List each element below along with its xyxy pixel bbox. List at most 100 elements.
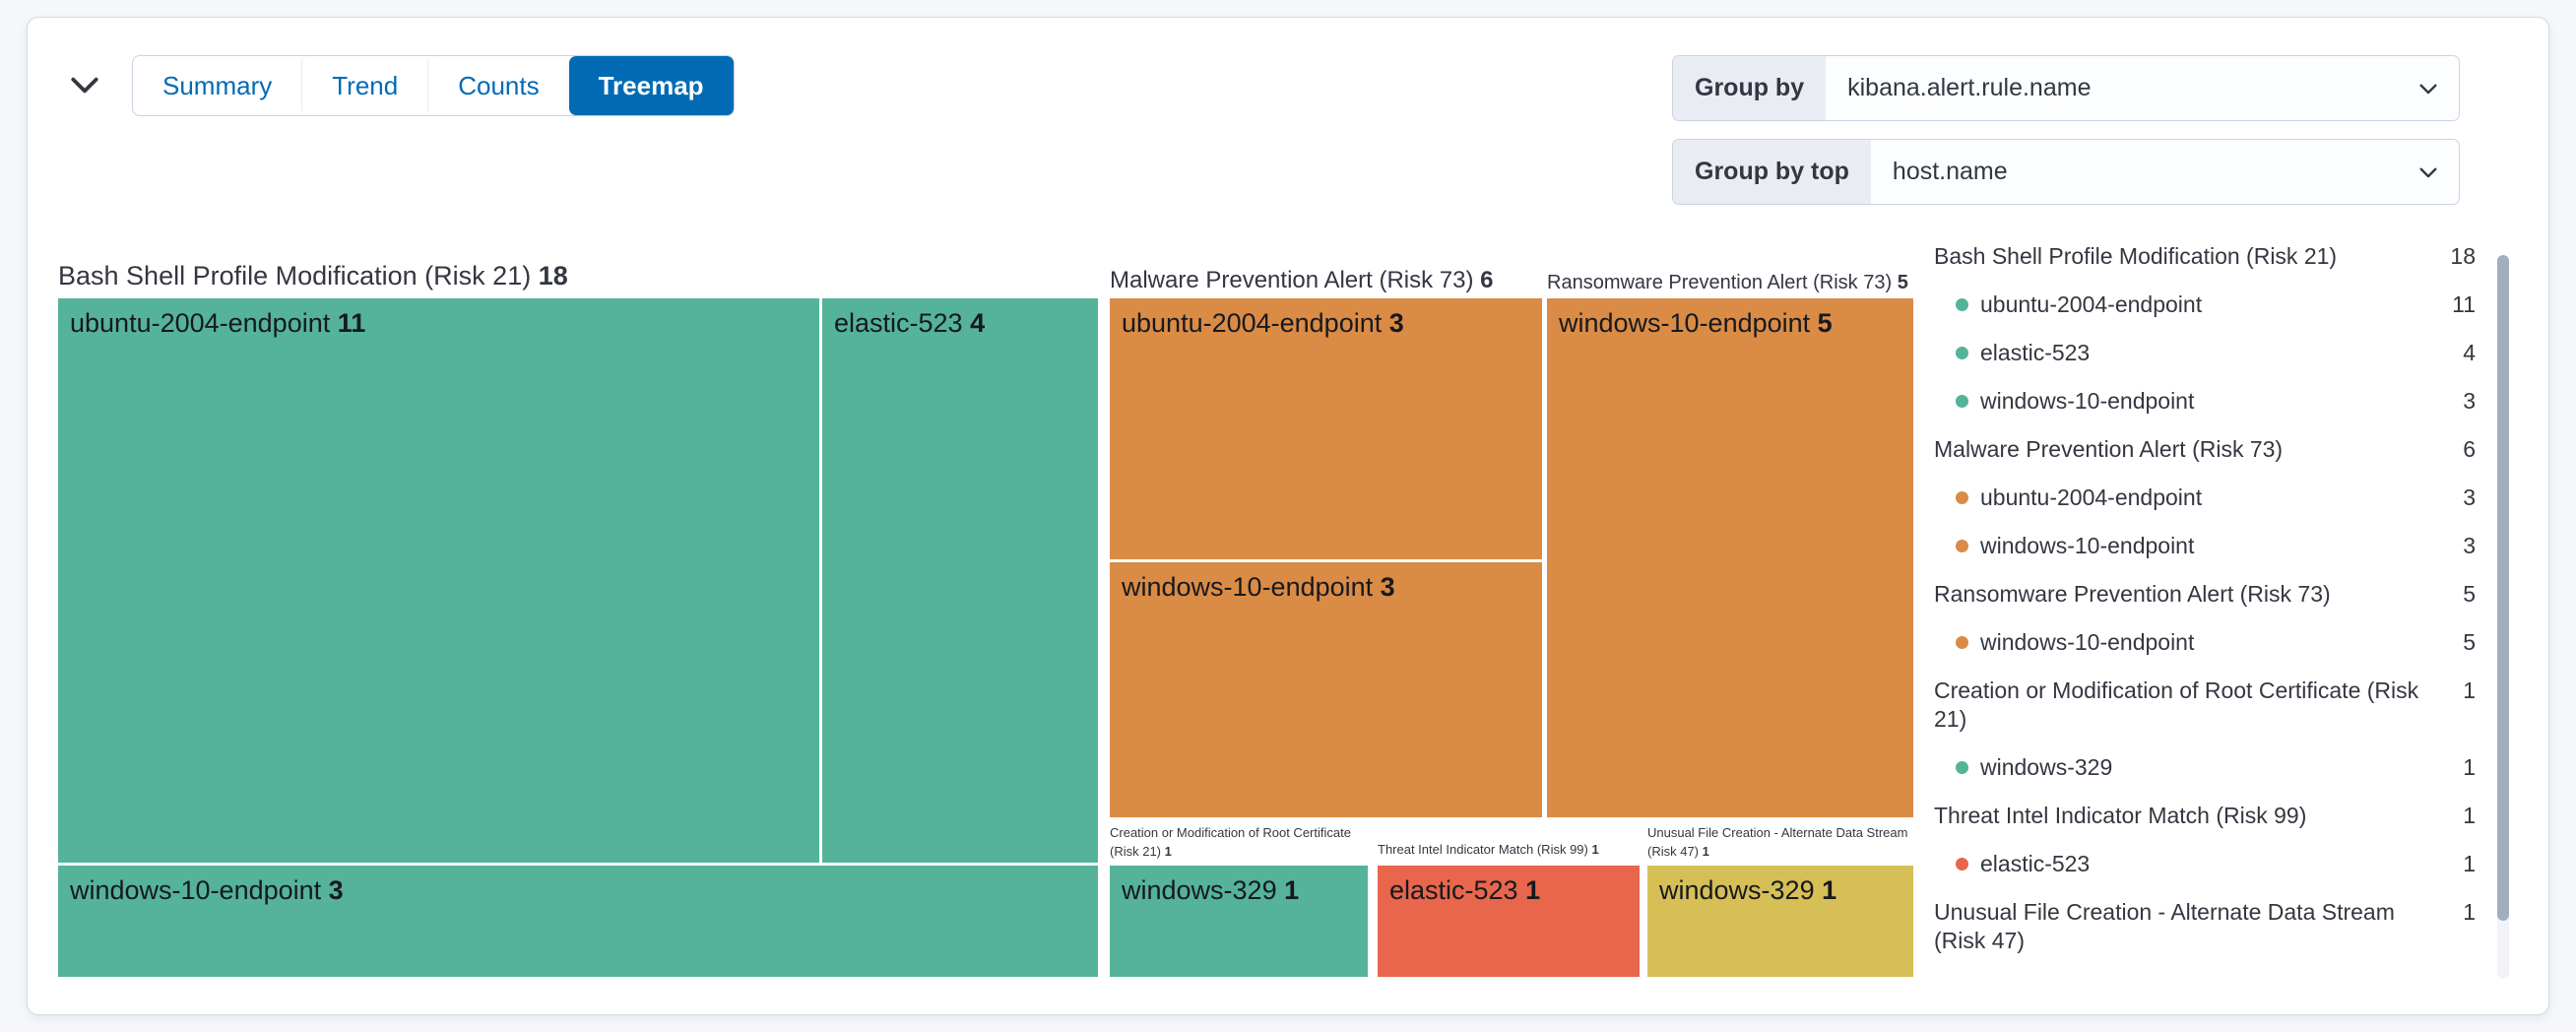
treemap-tile[interactable]: elastic-523 4 [822, 298, 1098, 863]
legend-color-dot [1956, 347, 1968, 359]
legend-item-row[interactable]: windows-10-endpoint 3 [1934, 377, 2476, 425]
treemap-chart: Bash Shell Profile Modification (Risk 21… [58, 255, 1913, 979]
treemap-tile[interactable]: windows-329 1 [1647, 866, 1913, 977]
legend-item-row[interactable]: windows-10-endpoint 5 [1934, 618, 2476, 667]
legend-group-count: 6 [2463, 436, 2476, 462]
group-header-count: 1 [1702, 843, 1709, 859]
legend-item-label: elastic-523 [1980, 340, 2091, 365]
legend-item-count: 11 [2452, 291, 2476, 317]
legend-item-count: 5 [2463, 629, 2476, 655]
legend-group-row[interactable]: Creation or Modification of Root Certifi… [1934, 667, 2476, 743]
group-by-top-value: host.name [1892, 158, 2008, 185]
legend-item-row[interactable]: windows-10-endpoint 3 [1934, 522, 2476, 570]
legend-color-dot [1956, 761, 1968, 774]
treemap-group-header: Malware Prevention Alert (Risk 73) 6 [1110, 267, 1494, 294]
tile-value: 11 [337, 308, 366, 338]
tab-trend[interactable]: Trend [301, 56, 427, 115]
legend-item-count: 4 [2463, 340, 2476, 365]
legend-item-count: 1 [2463, 851, 2476, 876]
group-by-select[interactable]: Group by kibana.alert.rule.name [1672, 55, 2460, 121]
group-header-count: 5 [1897, 272, 1908, 293]
treemap-tile[interactable]: elastic-523 1 [1378, 866, 1640, 977]
legend-group-count: 5 [2463, 581, 2476, 607]
legend-item-count: 3 [2463, 388, 2476, 414]
group-header-label: Creation or Modification of Root Certifi… [1110, 825, 1351, 859]
legend-color-dot [1956, 540, 1968, 552]
legend-item-row[interactable]: elastic-523 1 [1934, 840, 2476, 888]
tab-summary[interactable]: Summary [133, 56, 301, 115]
legend-color-dot [1956, 491, 1968, 504]
treemap-tile[interactable]: ubuntu-2004-endpoint 11 [58, 298, 819, 863]
group-header-count: 1 [1591, 842, 1599, 857]
tile-label: windows-10-endpoint [70, 875, 322, 905]
group-header-count: 18 [538, 261, 568, 290]
legend-item-label: windows-10-endpoint [1980, 388, 2195, 414]
group-header-label: Bash Shell Profile Modification (Risk 21… [58, 261, 532, 290]
treemap-group-header: Threat Intel Indicator Match (Risk 99) 1 [1378, 842, 1599, 857]
legend-group-count: 1 [2463, 677, 2476, 703]
tile-label: ubuntu-2004-endpoint [70, 308, 331, 338]
legend-group-row[interactable]: Threat Intel Indicator Match (Risk 99) 1 [1934, 792, 2476, 840]
group-header-label: Ransomware Prevention Alert (Risk 73) [1547, 272, 1893, 293]
tab-counts[interactable]: Counts [427, 56, 568, 115]
legend-group-label: Malware Prevention Alert (Risk 73) [1934, 436, 2284, 462]
tile-label: windows-10-endpoint [1559, 308, 1811, 338]
tile-label: windows-329 [1122, 875, 1277, 905]
legend-item-row[interactable]: ubuntu-2004-endpoint 3 [1934, 474, 2476, 522]
legend-item-count: 1 [2463, 754, 2476, 780]
legend-scrollbar [2497, 255, 2509, 979]
legend-group-row[interactable]: Ransomware Prevention Alert (Risk 73) 5 [1934, 570, 2476, 618]
legend-color-dot [1956, 858, 1968, 871]
tile-value: 3 [1380, 572, 1395, 602]
legend-color-dot [1956, 636, 1968, 649]
treemap-group-header: Unusual File Creation - Alternate Data S… [1647, 824, 1915, 862]
legend-group-label: Bash Shell Profile Modification (Risk 21… [1934, 243, 2338, 269]
treemap-tile[interactable]: windows-10-endpoint 3 [1110, 562, 1542, 817]
legend-group-count: 1 [2463, 803, 2476, 828]
legend-group-label: Unusual File Creation - Alternate Data S… [1934, 899, 2395, 953]
legend-group-count: 18 [2450, 243, 2476, 269]
treemap-tile[interactable]: windows-10-endpoint 3 [58, 866, 1098, 977]
group-by-top-select[interactable]: Group by top host.name [1672, 139, 2460, 205]
group-header-label: Threat Intel Indicator Match (Risk 99) [1378, 842, 1588, 857]
chevron-down-icon [2415, 56, 2459, 120]
legend-group-row[interactable]: Unusual File Creation - Alternate Data S… [1934, 888, 2476, 965]
legend-item-row[interactable]: windows-329 1 [1934, 743, 2476, 792]
tab-treemap[interactable]: Treemap [568, 56, 734, 115]
legend-item-row[interactable]: ubuntu-2004-endpoint 11 [1934, 281, 2476, 329]
tile-label: elastic-523 [1389, 875, 1518, 905]
tile-label: ubuntu-2004-endpoint [1122, 308, 1383, 338]
group-header-label: Malware Prevention Alert (Risk 73) [1110, 267, 1474, 293]
legend-group-label: Threat Intel Indicator Match (Risk 99) [1934, 803, 2307, 828]
tile-value: 5 [1817, 308, 1833, 338]
treemap-group-header: Creation or Modification of Root Certifi… [1110, 824, 1378, 862]
alerts-panel: Summary Trend Counts Treemap Group by ki… [27, 17, 2549, 1015]
treemap-tile[interactable]: windows-329 1 [1110, 866, 1368, 977]
group-header-count: 6 [1480, 267, 1494, 293]
tile-value: 4 [970, 308, 986, 338]
view-mode-tab-group: Summary Trend Counts Treemap [132, 55, 735, 116]
chevron-down-icon [2415, 140, 2459, 204]
treemap-tile[interactable]: windows-10-endpoint 5 [1547, 298, 1913, 817]
panel-collapse-button[interactable] [61, 61, 108, 108]
tile-label: elastic-523 [834, 308, 963, 338]
group-header-count: 1 [1164, 843, 1172, 859]
legend-item-label: ubuntu-2004-endpoint [1980, 484, 2203, 510]
tile-value: 3 [1388, 308, 1404, 338]
group-by-label: Group by [1673, 56, 1827, 120]
legend-color-dot [1956, 298, 1968, 311]
tile-label: windows-329 [1659, 875, 1815, 905]
legend-group-label: Ransomware Prevention Alert (Risk 73) [1934, 581, 2331, 607]
legend-group-row[interactable]: Malware Prevention Alert (Risk 73) 6 [1934, 425, 2476, 474]
legend-scrollbar-thumb[interactable] [2497, 255, 2509, 921]
legend-item-count: 3 [2463, 533, 2476, 558]
tile-value: 1 [1822, 875, 1837, 905]
legend-item-label: elastic-523 [1980, 851, 2091, 876]
legend-color-dot [1956, 395, 1968, 408]
legend-item-row[interactable]: elastic-523 4 [1934, 329, 2476, 377]
group-header-label: Unusual File Creation - Alternate Data S… [1647, 825, 1908, 859]
legend-item-label: ubuntu-2004-endpoint [1980, 291, 2203, 317]
legend-group-row[interactable]: Bash Shell Profile Modification (Risk 21… [1934, 232, 2476, 281]
treemap-tile[interactable]: ubuntu-2004-endpoint 3 [1110, 298, 1542, 559]
legend-item-label: windows-10-endpoint [1980, 629, 2195, 655]
